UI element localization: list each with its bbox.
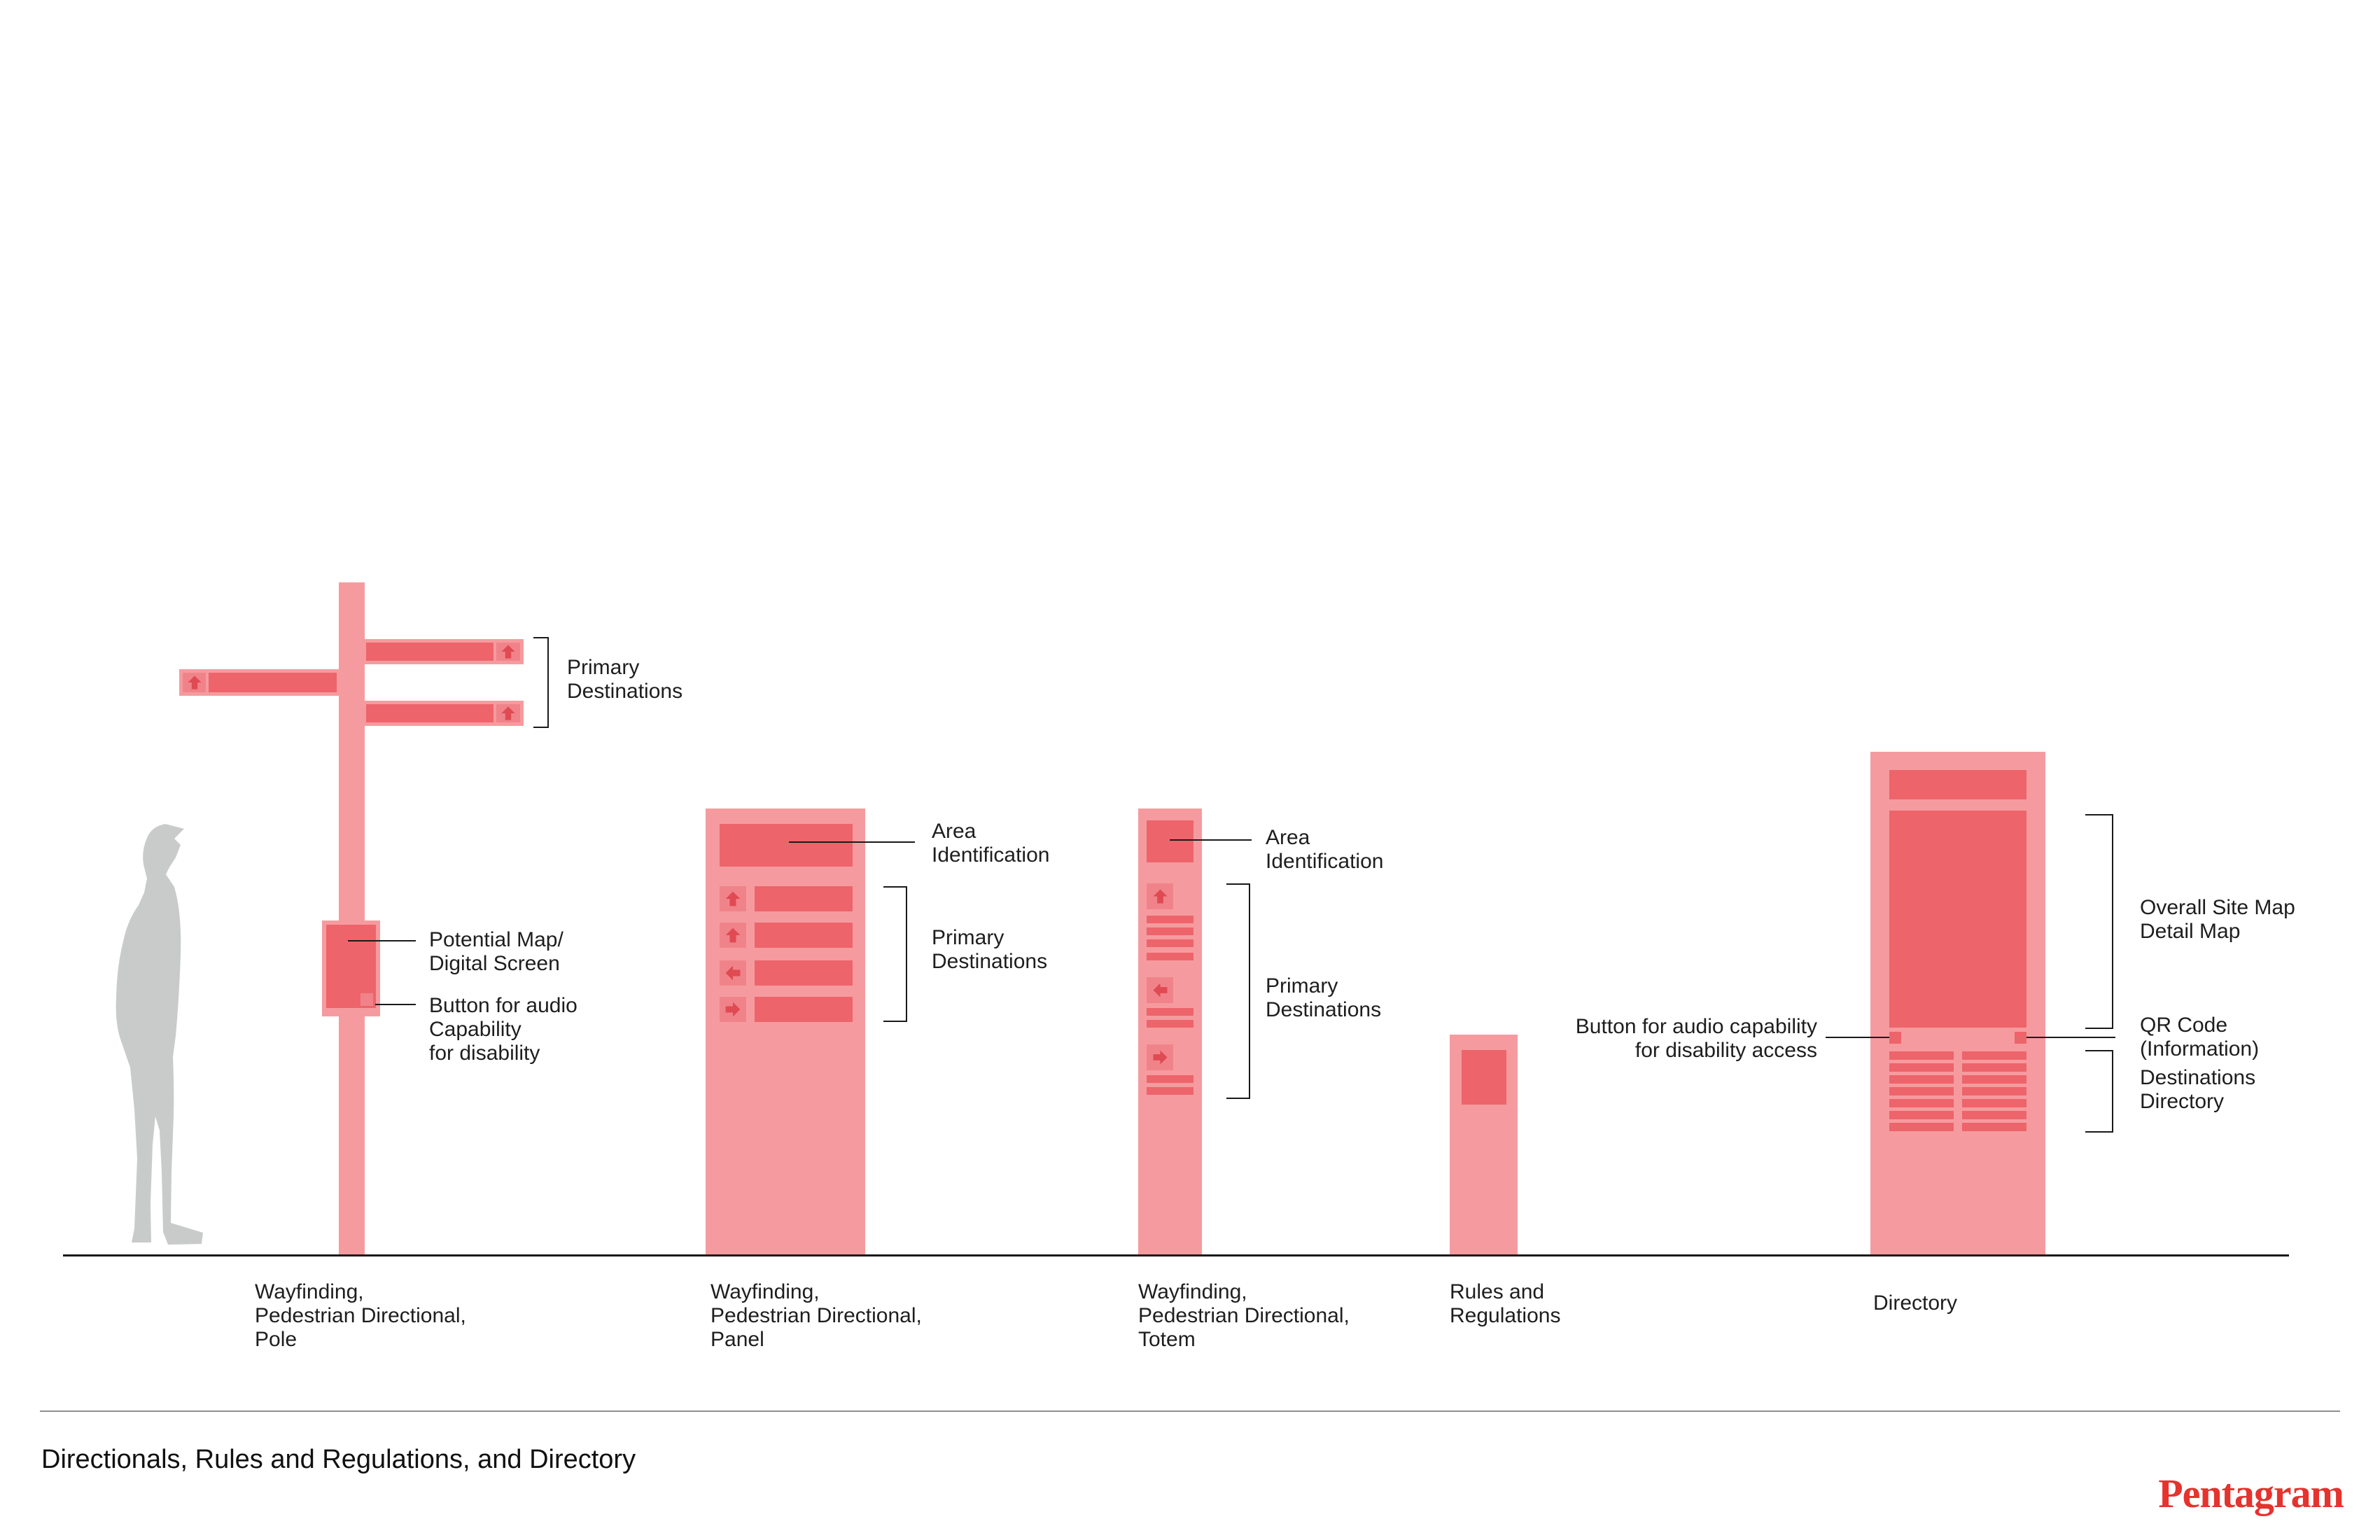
directory-site-map — [1889, 811, 2026, 1028]
totem-bracket — [1249, 883, 1250, 1099]
pole-bracket — [547, 637, 549, 728]
directory-map-label: Overall Site Map Detail Map — [2140, 896, 2295, 943]
directory-header-bar — [1889, 770, 2026, 799]
pole-caption: Wayfinding, Pedestrian Directional, Pole — [255, 1280, 466, 1351]
arrow-left-icon — [1147, 977, 1173, 1003]
totem-destinations-label: Primary Destinations — [1266, 974, 1382, 1021]
audio-leader-line — [375, 1004, 416, 1005]
totem-header — [1147, 820, 1194, 862]
arrow-right-icon — [720, 997, 746, 1022]
arrow-up-icon — [496, 704, 520, 722]
panel-area-leader-line — [789, 841, 915, 843]
screen-leader-line — [348, 940, 416, 941]
rules-panel — [1462, 1050, 1506, 1105]
audio-button-icon — [360, 993, 373, 1006]
arrow-up-icon — [496, 643, 520, 661]
directory-list-bracket — [2112, 1050, 2113, 1133]
person-silhouette — [115, 824, 203, 1245]
qr-leader-line — [2026, 1037, 2115, 1038]
ground-line — [63, 1254, 2289, 1256]
totem-area-leader-line — [1170, 839, 1252, 841]
totem-area-label: Area Identification — [1266, 826, 1384, 873]
panel-header — [720, 824, 853, 867]
pole-screen-label: Potential Map/ Digital Screen — [429, 928, 564, 975]
arrow-up-icon — [720, 886, 746, 911]
arrow-right-icon — [1147, 1044, 1173, 1070]
pole-destinations-label: Primary Destinations — [567, 656, 683, 703]
arrow-up-icon — [1147, 883, 1173, 909]
panel-bracket — [906, 886, 907, 1022]
pentagram-logo: Pentagram — [2158, 1471, 2344, 1516]
arrow-up-icon — [183, 673, 206, 692]
pole-right-arm-1-bar — [366, 643, 493, 661]
directory-qr-label: QR Code (Information) — [2140, 1014, 2260, 1060]
footer-divider — [40, 1410, 2340, 1412]
rules-caption: Rules and Regulations — [1450, 1280, 1561, 1327]
directory-caption: Directory — [1873, 1292, 1958, 1315]
arrow-left-icon — [720, 960, 746, 986]
totem-body — [1138, 808, 1202, 1256]
audio-button-icon — [1889, 1032, 1901, 1044]
panel-area-label: Area Identification — [932, 820, 1050, 867]
pole-left-arm-bar — [209, 673, 337, 692]
pole-right-arm-2-bar — [366, 704, 493, 722]
directory-audio-label: Button for audio capability for disabili… — [1575, 1015, 1817, 1062]
panel-body — [706, 808, 865, 1256]
sitemap-bracket — [2112, 814, 2113, 1029]
arrow-up-icon — [720, 923, 746, 948]
audio-button-icon — [2015, 1032, 2026, 1044]
panel-caption: Wayfinding, Pedestrian Directional, Pane… — [710, 1280, 922, 1351]
totem-caption: Wayfinding, Pedestrian Directional, Tote… — [1138, 1280, 1350, 1351]
panel-destinations-label: Primary Destinations — [932, 926, 1048, 973]
directory-list-label: Destinations Directory — [2140, 1066, 2256, 1113]
pole-audio-label: Button for audio Capability for disabili… — [429, 994, 578, 1065]
directory-audio-leader-line — [1826, 1037, 1889, 1038]
page-title: Directionals, Rules and Regulations, and… — [41, 1445, 636, 1474]
pole-post — [339, 582, 365, 1254]
